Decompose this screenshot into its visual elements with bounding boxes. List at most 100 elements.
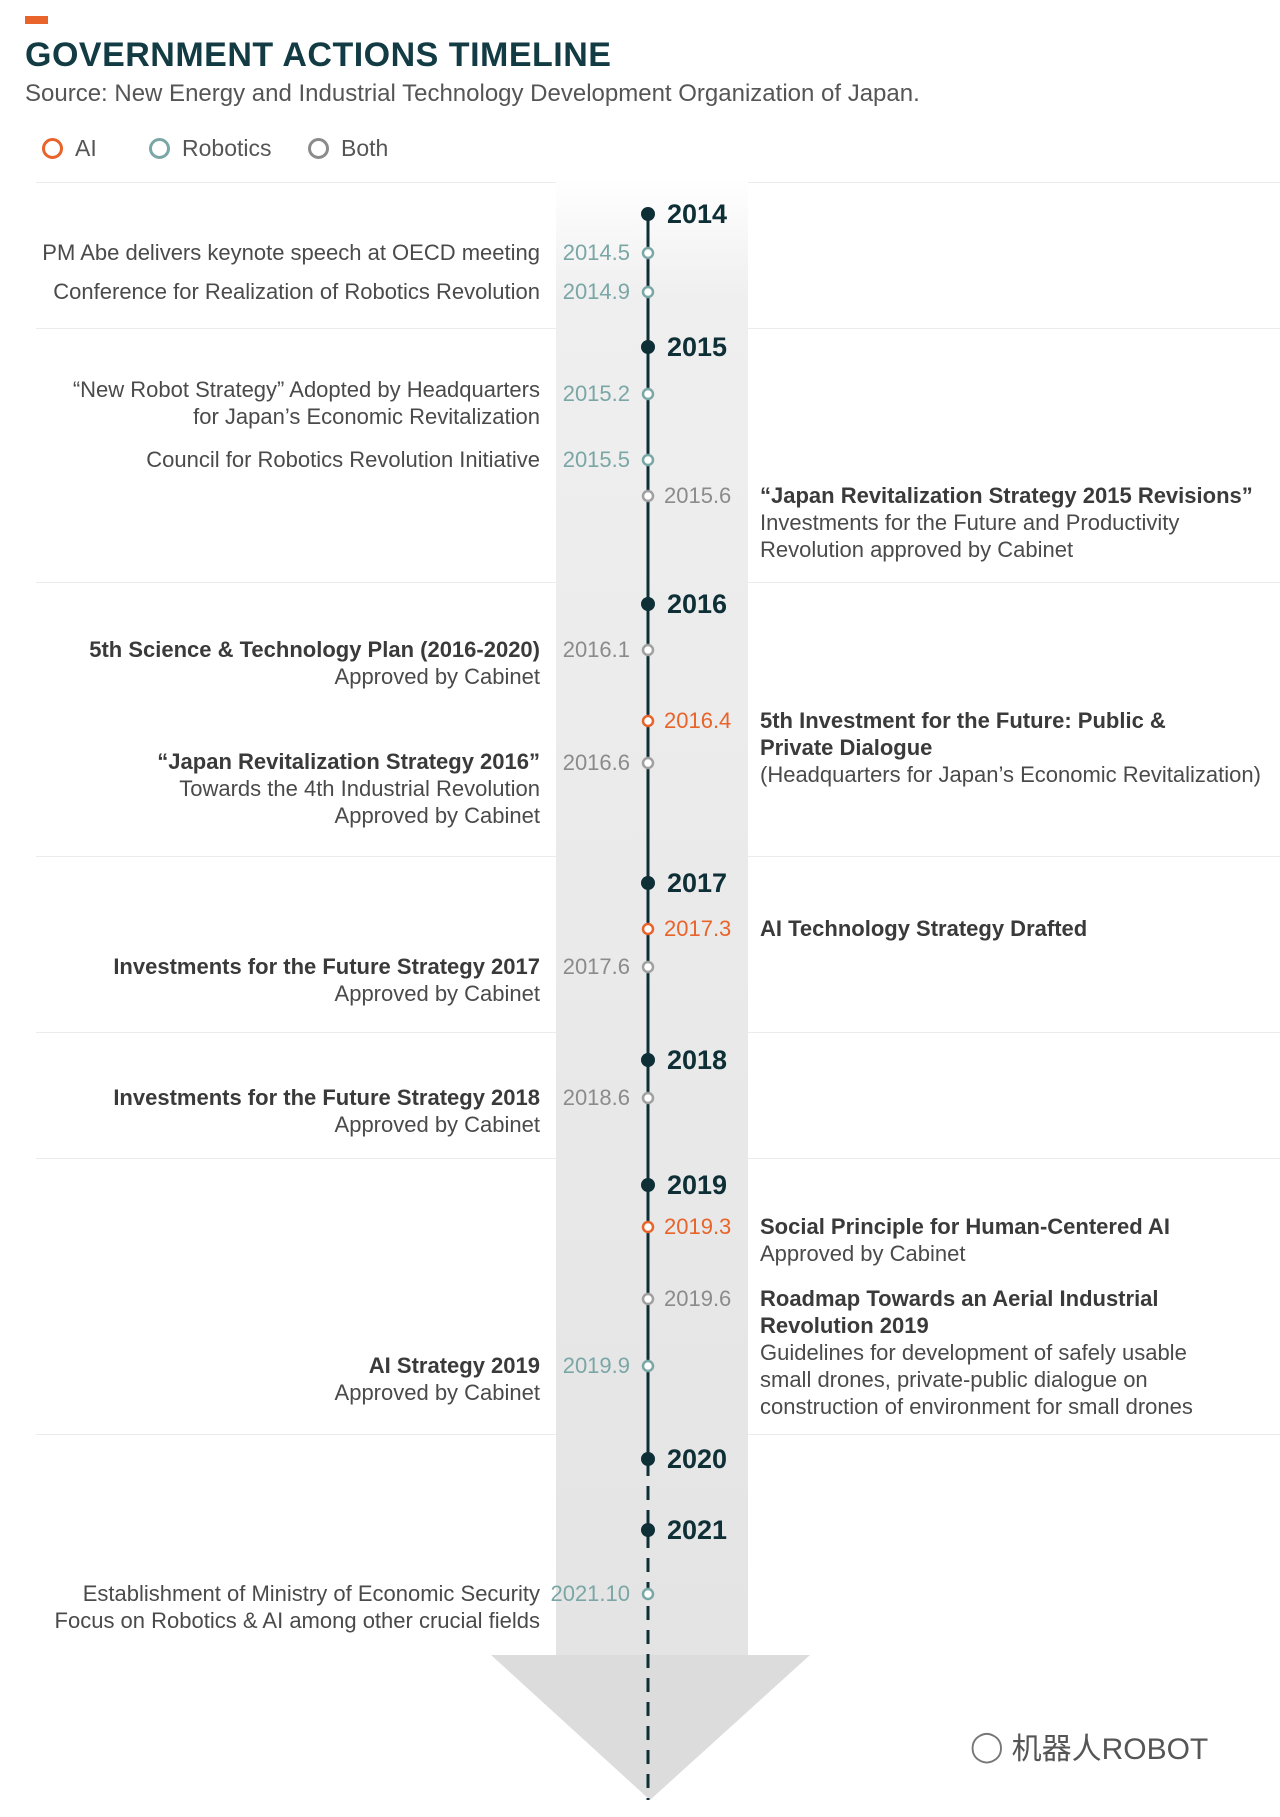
event-text: construction of environment for small dr… — [760, 1394, 1193, 1419]
event-text: Private Dialogue — [760, 735, 933, 760]
year-dot-2020 — [641, 1452, 655, 1466]
event-date: 2019.6 — [664, 1286, 732, 1311]
year-label: 2014 — [667, 199, 728, 229]
event-marker-robotics — [641, 453, 655, 467]
event-date: 2018.6 — [562, 1085, 630, 1110]
timeline-arrow-band — [556, 178, 748, 1658]
event-text: AI Strategy 2019 — [368, 1353, 540, 1378]
year-dot-2021 — [641, 1523, 655, 1537]
event-marker-both — [641, 643, 655, 657]
event-date: 2016.1 — [562, 637, 630, 662]
legend-label: AI — [75, 134, 97, 161]
event-marker-ai — [641, 714, 655, 728]
event-text: for Japan’s Economic Revitalization — [193, 404, 540, 429]
year-label: 2019 — [667, 1170, 728, 1200]
event-text: Investments for the Future and Productiv… — [760, 510, 1180, 535]
legend-ring-icon — [149, 137, 170, 159]
event-date: 2014.5 — [562, 240, 630, 265]
arrow-head-icon — [491, 1655, 810, 1800]
event-date: 2015.5 — [562, 447, 630, 472]
legend-ring-icon — [308, 137, 329, 159]
year-dot-2015 — [641, 340, 655, 354]
event-text: Approved by Cabinet — [334, 1112, 540, 1137]
year-dot-2018 — [641, 1053, 655, 1067]
event-text: “Japan Revitalization Strategy 2016” — [157, 749, 540, 774]
event-text: “Japan Revitalization Strategy 2015 Revi… — [760, 483, 1253, 508]
event-description: Investments for the Future Strategy 2018… — [113, 1084, 540, 1138]
event-marker-ai — [641, 922, 655, 936]
event-text: Towards the 4th Industrial Revolution — [179, 776, 540, 801]
event-text: Approved by Cabinet — [334, 664, 540, 689]
event-marker-both — [641, 1292, 655, 1306]
event-marker-robotics — [641, 246, 655, 260]
event-marker-robotics — [641, 1359, 655, 1373]
event-marker-both — [641, 1091, 655, 1105]
year-label: 2016 — [667, 589, 728, 619]
event-text: Establishment of Ministry of Economic Se… — [82, 1581, 540, 1606]
event-date: 2014.9 — [562, 279, 630, 304]
event-text: Revolution 2019 — [760, 1313, 929, 1338]
event-text: Approved by Cabinet — [334, 803, 540, 828]
event-date: 2016.6 — [562, 750, 630, 775]
legend-ring-icon — [42, 137, 63, 159]
accent-bar — [25, 16, 48, 24]
event-text: Revolution approved by Cabinet — [760, 537, 1074, 562]
event-description: “Japan Revitalization Strategy 2015 Revi… — [760, 482, 1253, 563]
event-description: Establishment of Ministry of Economic Se… — [55, 1580, 540, 1634]
event-text: Approved by Cabinet — [334, 1380, 540, 1405]
event-description: Roadmap Towards an Aerial Industrial Rev… — [760, 1285, 1193, 1420]
event-text: 5th Investment for the Future: Public & — [760, 708, 1166, 733]
event-date: 2015.6 — [664, 483, 732, 508]
wechat-icon: ◯ — [970, 1729, 1004, 1763]
event-description: Investments for the Future Strategy 2017… — [113, 953, 540, 1007]
year-label: 2017 — [667, 868, 728, 898]
event-date: 2019.3 — [664, 1214, 732, 1239]
event-text: Council for Robotics Revolution Initiati… — [146, 447, 540, 472]
watermark: ◯ 机器人ROBOT — [970, 1724, 1208, 1768]
event-text: Roadmap Towards an Aerial Industrial — [760, 1286, 1159, 1311]
year-label: 2020 — [667, 1444, 728, 1474]
event-marker-robotics — [641, 387, 655, 401]
event-description: PM Abe delivers keynote speech at OECD m… — [42, 239, 540, 266]
event-text: Approved by Cabinet — [760, 1241, 966, 1266]
legend-item-both: Both — [308, 133, 388, 163]
event-date: 2021.10 — [550, 1581, 630, 1606]
event-description: 5th Investment for the Future: Public & … — [760, 707, 1261, 788]
page-title: GOVERNMENT ACTIONS TIMELINE — [25, 36, 612, 74]
event-marker-both — [641, 489, 655, 503]
event-text: Approved by Cabinet — [334, 981, 540, 1006]
year-dot-2019 — [641, 1178, 655, 1192]
legend-label: Robotics — [182, 134, 272, 161]
event-text: (Headquarters for Japan’s Economic Revit… — [760, 762, 1261, 787]
year-dot-2017 — [641, 876, 655, 890]
source-note: Source: New Energy and Industrial Techno… — [25, 80, 920, 107]
event-text: Conference for Realization of Robotics R… — [53, 279, 540, 304]
event-date: 2019.9 — [562, 1353, 630, 1378]
event-description: 5th Science & Technology Plan (2016-2020… — [89, 636, 540, 690]
year-label: 2018 — [667, 1045, 728, 1075]
event-text: small drones, private-public dialogue on — [760, 1367, 1148, 1392]
event-text: “New Robot Strategy” Adopted by Headquar… — [72, 377, 540, 402]
event-text: Social Principle for Human-Centered AI — [760, 1214, 1170, 1239]
event-date: 2017.3 — [664, 916, 732, 941]
event-marker-robotics — [641, 285, 655, 299]
event-description: Council for Robotics Revolution Initiati… — [146, 446, 540, 473]
year-label: 2015 — [667, 332, 728, 362]
event-marker-both — [641, 960, 655, 974]
watermark-text: 机器人ROBOT — [1011, 1733, 1209, 1766]
year-dot-2016 — [641, 597, 655, 611]
legend-item-ai: AI — [42, 133, 97, 163]
event-text: Investments for the Future Strategy 2018 — [113, 1085, 540, 1110]
event-description: “New Robot Strategy” Adopted by Headquar… — [73, 376, 540, 430]
event-description: AI Strategy 2019 Approved by Cabinet — [335, 1352, 540, 1406]
event-description: “Japan Revitalization Strategy 2016” Tow… — [157, 748, 540, 829]
event-description: Conference for Realization of Robotics R… — [53, 278, 540, 305]
event-date: 2015.2 — [562, 381, 630, 406]
legend-item-robotics: Robotics — [149, 133, 271, 163]
event-date: 2017.6 — [562, 954, 630, 979]
event-description: Social Principle for Human-Centered AI A… — [760, 1213, 1170, 1267]
event-text: AI Technology Strategy Drafted — [760, 916, 1088, 941]
event-date: 2016.4 — [664, 708, 732, 733]
event-marker-both — [641, 756, 655, 770]
